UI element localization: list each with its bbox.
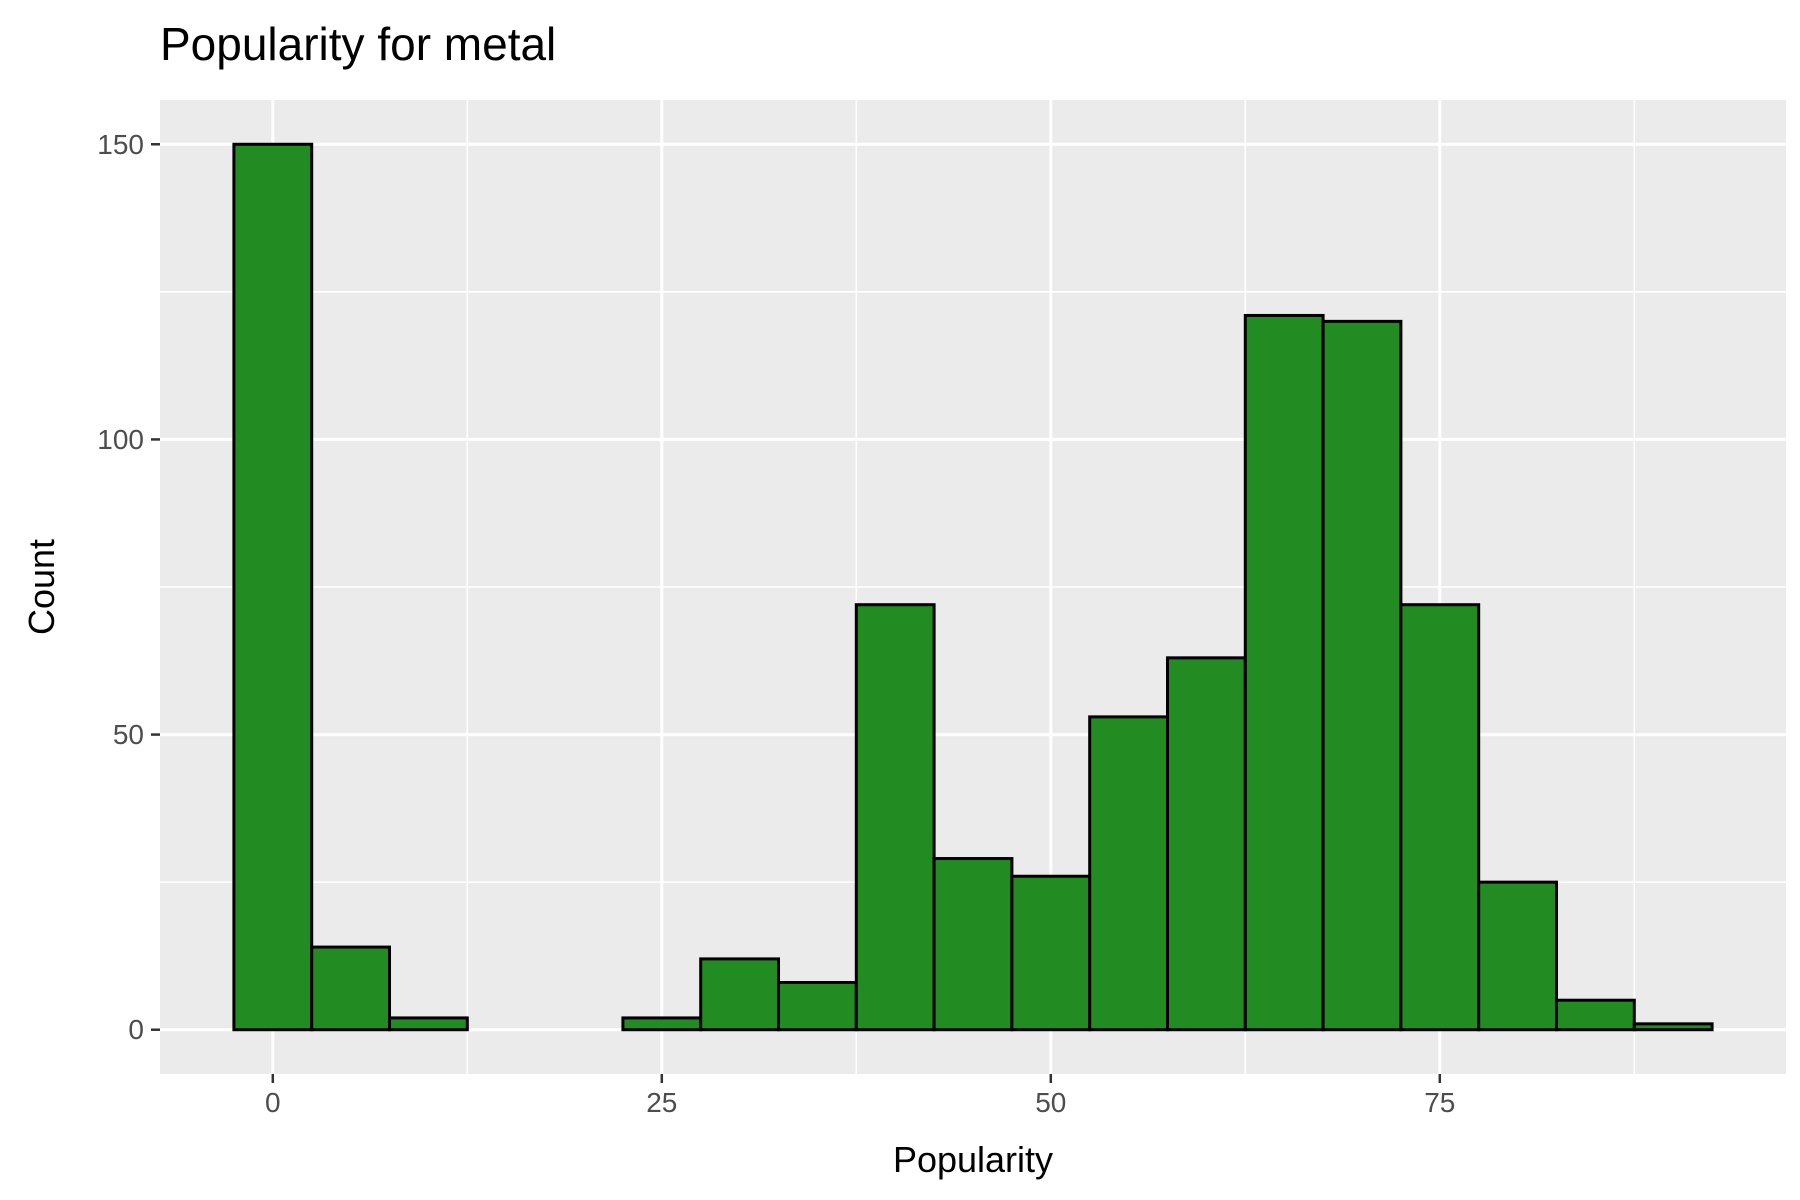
histogram-bar (777, 981, 858, 1032)
histogram-bar (1399, 603, 1481, 1032)
histogram-bar (1243, 313, 1325, 1032)
y-axis-ticks: 0 50 100 150 (97, 129, 160, 1045)
histogram-bar (621, 1016, 703, 1032)
histogram-bar (1477, 880, 1558, 1032)
x-axis-ticks: 0 25 50 75 (265, 1074, 1455, 1118)
x-tick-label: 75 (1424, 1087, 1455, 1118)
y-tick-label: 50 (113, 719, 144, 750)
histogram-bar (854, 603, 936, 1032)
y-tick-label: 0 (128, 1014, 144, 1045)
y-tick-label: 150 (97, 129, 144, 160)
y-axis-title: Count (21, 539, 62, 635)
x-tick-label: 0 (265, 1087, 281, 1118)
histogram-bar (1088, 715, 1169, 1032)
histogram-bar (1010, 874, 1092, 1032)
histogram-bar (232, 142, 314, 1032)
histogram-bar (1165, 656, 1247, 1032)
histogram-bar (1554, 998, 1636, 1032)
x-axis-title: Popularity (893, 1139, 1053, 1180)
histogram-bar (1321, 319, 1403, 1032)
histogram-bar (310, 945, 392, 1032)
histogram-bar (1632, 1022, 1714, 1032)
chart-title: Popularity for metal (160, 18, 556, 70)
histogram-bars (232, 142, 1714, 1032)
histogram-bar (932, 857, 1014, 1032)
histogram-bar (388, 1016, 469, 1032)
histogram-bar (699, 957, 781, 1032)
x-tick-label: 25 (646, 1087, 677, 1118)
y-tick-label: 100 (97, 424, 144, 455)
x-tick-label: 50 (1035, 1087, 1066, 1118)
